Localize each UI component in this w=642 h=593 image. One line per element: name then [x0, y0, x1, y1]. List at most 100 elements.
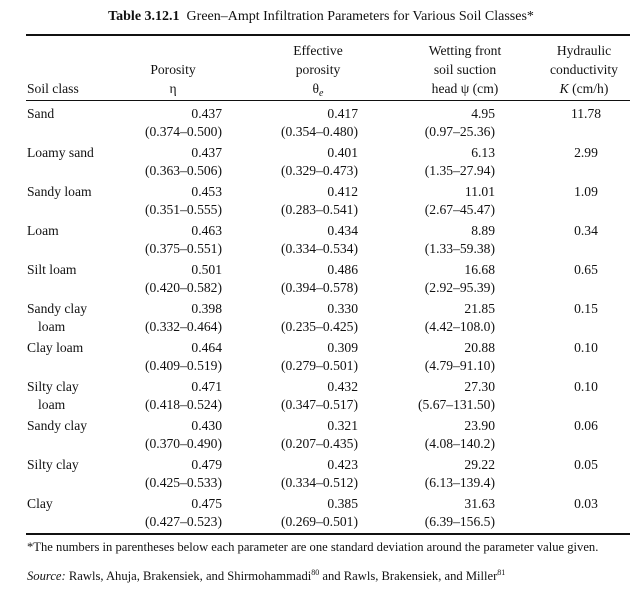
porosity-cell: 0.501 (0.420–0.582): [114, 261, 222, 297]
effective-porosity-cell-line1: 0.412: [327, 184, 358, 199]
suction-head-cell: 27.30 (5.67–131.50): [397, 378, 495, 414]
suction-head-cell: 20.88 (4.79–91.10): [397, 339, 495, 375]
header-porosity-symbol: η: [169, 81, 177, 96]
table-row: Sandy clay 0.430 (0.370–0.490) 0.321 (0.207–…: [0, 417, 642, 456]
effective-porosity-cell-line2: (0.329–0.473): [280, 163, 358, 178]
porosity-cell: 0.464 (0.409–0.519): [114, 339, 222, 375]
soil-class-cell-line1: Clay: [27, 496, 53, 511]
suction-head-cell: 4.95 (0.97–25.36): [397, 105, 495, 141]
hydraulic-conductivity-cell: 0.06: [546, 417, 626, 435]
suction-head-cell-line2: (2.67–45.47): [424, 202, 495, 217]
header-porosity-label: Porosity: [150, 62, 196, 77]
suction-head-cell-line1: 16.68: [464, 262, 495, 277]
hydraulic-conductivity-cell: 0.05: [546, 456, 626, 474]
porosity-cell-line2: (0.351–0.555): [144, 202, 222, 217]
effective-porosity-cell: 0.423 (0.334–0.512): [258, 456, 358, 492]
table-row: Sand 0.437 (0.374–0.500) 0.417 (0.354–0.480)…: [0, 105, 642, 144]
effective-porosity-cell-line2: (0.334–0.534): [280, 241, 358, 256]
soil-class-cell: Loamy sand: [27, 144, 127, 162]
suction-head-cell-line1: 23.90: [464, 418, 495, 433]
effective-porosity-cell-line1: 0.434: [327, 223, 358, 238]
hydraulic-conductivity-cell: 0.03: [546, 495, 626, 513]
soil-class-cell: Clay: [27, 495, 127, 513]
source-ref-a: 80: [311, 568, 320, 577]
porosity-cell: 0.398 (0.332–0.464): [114, 300, 222, 336]
effective-porosity-cell-line1: 0.432: [327, 379, 358, 394]
porosity-cell-line2: (0.370–0.490): [144, 436, 222, 451]
header-hydraulic-line1: Hydraulic: [556, 43, 612, 58]
soil-class-cell: Sand: [27, 105, 127, 123]
effective-porosity-cell-line1: 0.385: [327, 496, 358, 511]
soil-class-cell-line1: Loam: [27, 223, 59, 238]
porosity-cell-line1: 0.479: [191, 457, 222, 472]
suction-head-cell-line1: 27.30: [464, 379, 495, 394]
top-rule: [26, 34, 630, 36]
soil-class-cell-line1: Sandy clay: [27, 418, 88, 433]
effective-porosity-cell-line1: 0.423: [327, 457, 358, 472]
soil-class-cell-line1: Clay loam: [27, 340, 84, 355]
suction-head-cell-line2: (6.39–156.5): [424, 514, 495, 529]
effective-porosity-cell-line2: (0.235–0.425): [280, 319, 358, 334]
porosity-cell-line2: (0.427–0.523): [144, 514, 222, 529]
soil-class-cell-line1: Silt loam: [27, 262, 77, 277]
table-title: Green–Ampt Infiltration Parameters for V…: [186, 9, 534, 24]
hydraulic-conductivity-cell: 0.34: [546, 222, 626, 240]
porosity-cell-line2: (0.375–0.551): [144, 241, 222, 256]
porosity-cell-line2: (0.363–0.506): [144, 163, 222, 178]
effective-porosity-cell-line2: (0.334–0.512): [280, 475, 358, 490]
suction-head-cell-line2: (4.79–91.10): [424, 358, 495, 373]
effective-porosity-cell-line2: (0.269–0.501): [280, 514, 358, 529]
table-row: Sandy clay loam 0.398 (0.332–0.464) 0.330 (0.…: [0, 300, 642, 339]
source-label: Source:: [27, 569, 66, 583]
suction-head-cell-line1: 4.95: [471, 106, 495, 121]
soil-class-cell: Sandy clay: [27, 417, 127, 435]
header-effective-porosity: Effective porosity θe: [270, 41, 366, 103]
porosity-cell: 0.463 (0.375–0.551): [114, 222, 222, 258]
effective-porosity-cell-line1: 0.486: [327, 262, 358, 277]
effective-porosity-cell-line2: (0.279–0.501): [280, 358, 358, 373]
porosity-cell: 0.479 (0.425–0.533): [114, 456, 222, 492]
header-effective-symbol: θe: [270, 79, 366, 103]
soil-class-cell-line1: Silty clay: [27, 457, 79, 472]
header-hydraulic-line2: conductivity: [550, 62, 618, 77]
hydraulic-conductivity-cell-line1: 0.05: [574, 457, 598, 472]
effective-porosity-cell: 0.412 (0.283–0.541): [258, 183, 358, 219]
suction-head-cell: 6.13 (1.35–27.94): [397, 144, 495, 180]
effective-porosity-cell: 0.417 (0.354–0.480): [258, 105, 358, 141]
hydraulic-conductivity-cell: 2.99: [546, 144, 626, 162]
footnote: *The numbers in parentheses below each p…: [27, 540, 599, 554]
porosity-cell-line1: 0.398: [191, 301, 222, 316]
porosity-cell-line2: (0.420–0.582): [144, 280, 222, 295]
effective-porosity-cell-line2: (0.394–0.578): [280, 280, 358, 295]
effective-porosity-cell-line2: (0.347–0.517): [280, 397, 358, 412]
table-row: Loamy sand 0.437 (0.363–0.506) 0.401 (0.329–…: [0, 144, 642, 183]
table-row: Silt loam 0.501 (0.420–0.582) 0.486 (0.394–0…: [0, 261, 642, 300]
effective-porosity-cell: 0.401 (0.329–0.473): [258, 144, 358, 180]
effective-porosity-cell-line1: 0.401: [327, 145, 358, 160]
porosity-cell-line2: (0.409–0.519): [144, 358, 222, 373]
bottom-rule: [26, 533, 630, 535]
header-wetting-line2: soil suction: [433, 62, 497, 77]
soil-class-cell-line1: Sand: [27, 106, 55, 121]
hydraulic-conductivity-cell: 0.10: [546, 339, 626, 357]
subscript-e: e: [319, 88, 324, 99]
effective-porosity-cell: 0.321 (0.207–0.435): [258, 417, 358, 453]
porosity-cell: 0.430 (0.370–0.490): [114, 417, 222, 453]
k-unit: (cm/h): [572, 81, 609, 96]
hydraulic-conductivity-cell-line1: 0.06: [574, 418, 598, 433]
effective-porosity-cell-line2: (0.207–0.435): [280, 436, 358, 451]
soil-class-cell-line2: loam: [38, 319, 66, 334]
soil-class-cell: Silty clay loam: [27, 378, 127, 414]
suction-head-cell-line1: 29.22: [464, 457, 495, 472]
suction-head-cell-line2: (4.42–108.0): [424, 319, 495, 334]
suction-head-cell-line1: 8.89: [471, 223, 495, 238]
suction-head-cell-line1: 31.63: [464, 496, 495, 511]
hydraulic-conductivity-cell-line1: 0.10: [574, 340, 598, 355]
table-row: Clay 0.475 (0.427–0.523) 0.385 (0.269–0.501)…: [0, 495, 642, 534]
porosity-cell-line2: (0.332–0.464): [144, 319, 222, 334]
header-porosity: Porosity η: [140, 60, 206, 98]
suction-head-cell: 16.68 (2.92–95.39): [397, 261, 495, 297]
suction-head-cell: 29.22 (6.13–139.4): [397, 456, 495, 492]
porosity-cell-line1: 0.471: [191, 379, 222, 394]
suction-head-cell: 8.89 (1.33–59.38): [397, 222, 495, 258]
